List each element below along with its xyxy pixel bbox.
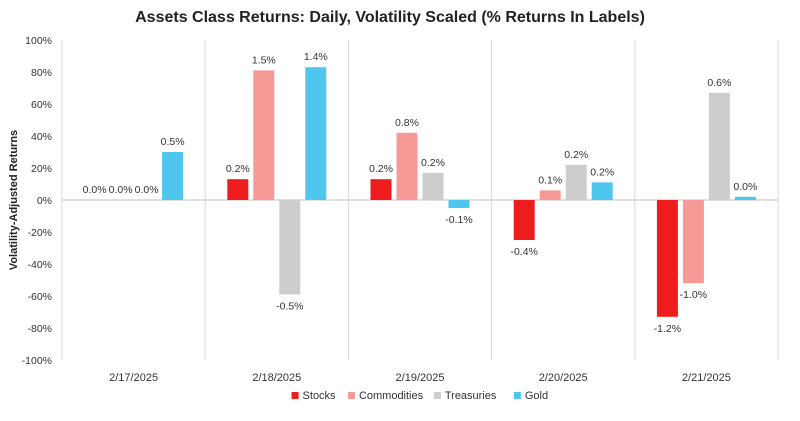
- data-label: -1.2%: [654, 323, 681, 335]
- data-label: 0.2%: [226, 163, 250, 175]
- bars: [162, 67, 756, 317]
- data-label: 0.5%: [161, 136, 185, 148]
- y-tick-label: -60%: [27, 291, 52, 303]
- legend-swatch-treasuries: [433, 392, 441, 399]
- data-label: -0.1%: [445, 214, 472, 226]
- y-tick-label: 80%: [31, 67, 52, 79]
- data-label: 0.0%: [135, 184, 159, 196]
- x-tick-label: 2/17/2025: [109, 372, 158, 384]
- y-axis-ticks: 100% 80% 60% 40% 20% 0% -20% -40% -60% -80% -100%: [22, 35, 52, 367]
- bar-commodities: [396, 132, 418, 200]
- data-label: -0.4%: [510, 246, 537, 258]
- legend-swatch-commodities: [347, 392, 355, 399]
- bar-treasuries: [708, 92, 730, 200]
- y-tick-label: 60%: [31, 99, 52, 111]
- y-axis-label: Volatility-Adjusted Returns: [8, 130, 20, 270]
- y-tick-label: -40%: [27, 259, 52, 271]
- data-label: 1.4%: [304, 51, 328, 63]
- data-label: 0.1%: [538, 174, 562, 186]
- y-tick-label: 20%: [31, 163, 52, 175]
- x-tick-label: 2/20/2025: [539, 372, 588, 384]
- data-label: 0.0%: [109, 184, 133, 196]
- legend-label-treasuries: Treasuries: [445, 390, 497, 402]
- legend-label-gold: Gold: [525, 390, 548, 402]
- data-label: 1.5%: [252, 54, 276, 66]
- x-tick-label: 2/21/2025: [682, 372, 731, 384]
- data-label: -0.5%: [276, 300, 303, 312]
- bar-stocks: [513, 200, 535, 240]
- bar-stocks: [656, 200, 678, 317]
- bar-commodities: [539, 190, 561, 200]
- x-tick-label: 2/18/2025: [252, 372, 301, 384]
- data-labels: 0.0% 0.0% 0.0%0.5%0.2%1.5%-0.5%1.4%0.2%0.8…: [83, 51, 758, 335]
- y-tick-label: 0%: [37, 195, 52, 207]
- data-label: 0.6%: [707, 77, 731, 89]
- x-tick-label: 2/19/2025: [396, 372, 445, 384]
- bar-treasuries: [279, 200, 301, 295]
- bar-commodities: [682, 200, 704, 284]
- y-tick-label: 100%: [25, 35, 52, 47]
- bar-treasuries: [422, 172, 444, 200]
- legend-label-commodities: Commodities: [359, 390, 424, 402]
- bar-commodities: [253, 70, 275, 201]
- data-label: 0.2%: [369, 163, 393, 175]
- y-tick-label: 40%: [31, 131, 52, 143]
- chart-title: Assets Class Returns: Daily, Volatility …: [135, 9, 645, 26]
- data-label: 0.8%: [395, 117, 419, 129]
- bar-stocks: [370, 179, 392, 200]
- y-tick-label: -100%: [22, 355, 52, 367]
- bar-gold: [591, 182, 613, 200]
- y-tick-label: -80%: [27, 323, 52, 335]
- data-label: 0.2%: [590, 166, 614, 178]
- data-label: 0.0%: [733, 181, 757, 193]
- bar-gold: [448, 200, 470, 208]
- legend-swatch-stocks: [291, 392, 299, 399]
- data-label: 0.2%: [421, 157, 445, 169]
- bar-treasuries: [565, 164, 587, 200]
- y-tick-label: -20%: [27, 227, 52, 239]
- data-label: -1.0%: [680, 289, 707, 301]
- legend: Stocks Commodities Treasuries Gold: [291, 390, 548, 402]
- legend-swatch-gold: [513, 392, 521, 399]
- bar-gold: [305, 67, 327, 200]
- x-axis-ticks: 2/17/2025 2/18/2025 2/19/2025 2/20/2025 2/21…: [109, 372, 731, 384]
- data-label: 0.0%: [83, 184, 107, 196]
- bar-gold: [162, 152, 184, 200]
- bar-stocks: [227, 179, 249, 200]
- legend-label-stocks: Stocks: [303, 390, 337, 402]
- bar-gold: [734, 196, 756, 200]
- data-label: 0.2%: [564, 149, 588, 161]
